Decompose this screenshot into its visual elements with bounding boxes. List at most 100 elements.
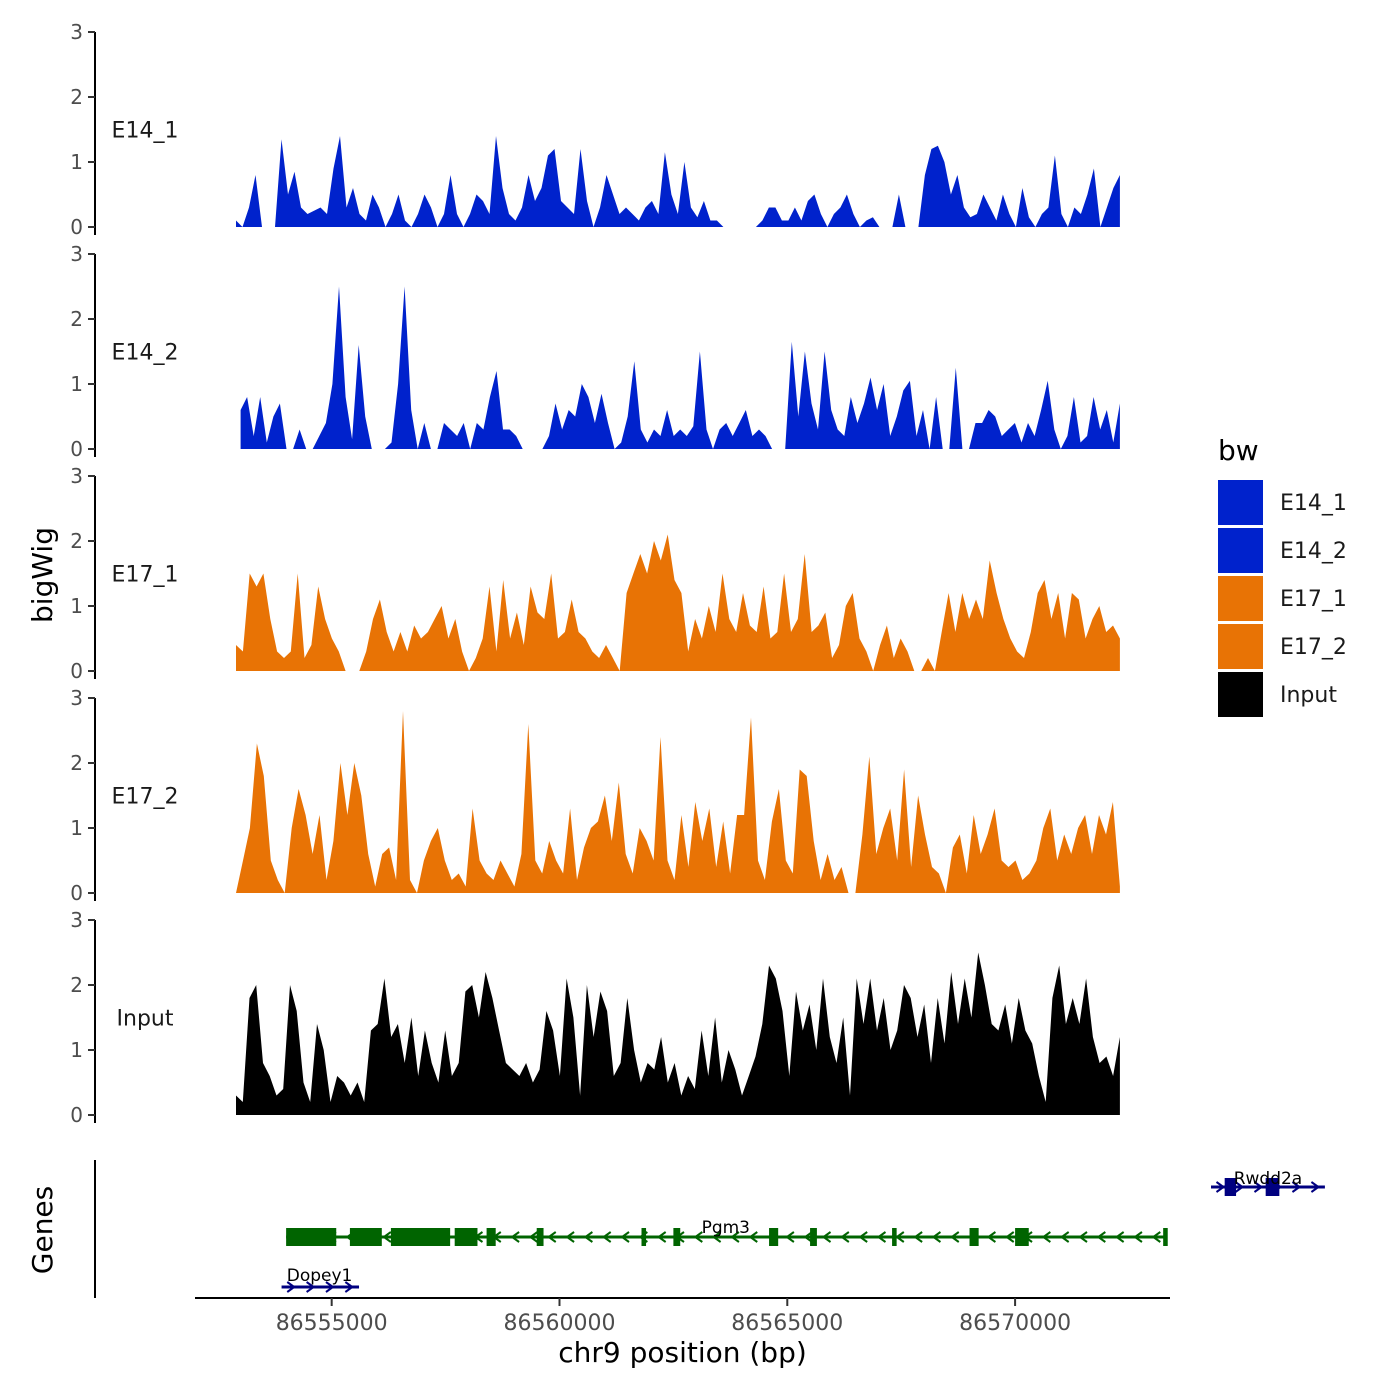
panel-e14-1-y-tick-label: 3 <box>70 20 83 44</box>
panel-input-y-tick-label: 3 <box>70 908 83 932</box>
gene-pgm3-strand-arrow <box>1114 1231 1125 1243</box>
panel-e14-2-strip-label: E14_2 <box>112 341 179 366</box>
gene-pgm3-exon <box>286 1228 337 1246</box>
gene-pgm3-strand-arrow <box>821 1231 832 1243</box>
gene-pgm3-exon <box>454 1228 478 1246</box>
gene-pgm3-exon <box>673 1228 681 1246</box>
legend-title: bw <box>1218 434 1259 467</box>
gene-pgm3-exon <box>536 1228 544 1246</box>
gene-pgm3-strand-arrow <box>1041 1231 1051 1243</box>
gene-rwdd2a-strand-arrow <box>1253 1181 1264 1193</box>
area-series-e17-2 <box>236 711 1120 893</box>
gene-pgm3-exon <box>1015 1228 1029 1246</box>
panel-e14-2-y-tick-label: 0 <box>70 437 83 461</box>
panel-e14-2-y-tick-label: 1 <box>70 372 83 396</box>
gene-pgm3-strand-arrow <box>601 1231 612 1243</box>
gene-rwdd2a-exon <box>1265 1178 1280 1196</box>
legend-label-e14-2: E14_2 <box>1280 539 1347 564</box>
gene-rwdd2a-strand-arrow <box>1215 1181 1226 1193</box>
gene-pgm3-strand-arrow <box>693 1231 703 1243</box>
legend-label-input: Input <box>1280 683 1337 708</box>
gene-track-title: Genes <box>26 1186 59 1274</box>
legend-swatch-e17-1 <box>1218 576 1263 621</box>
gene-rwdd2a-label: Rwdd2a <box>1234 1169 1303 1189</box>
gene-pgm3-label: Pgm3 <box>702 1218 750 1238</box>
legend-label-e17-1: E17_1 <box>1280 587 1347 612</box>
gene-pgm3-exon <box>969 1228 979 1246</box>
panel-e14-1-strip-label: E14_1 <box>112 119 179 144</box>
panel-e17-1-y-tick-label: 3 <box>70 464 83 488</box>
area-series-e17-1 <box>236 534 1120 671</box>
gene-pgm3-strand-arrow <box>1005 1231 1015 1243</box>
gene-pgm3-strand-arrow <box>748 1231 758 1243</box>
panel-e17-1-y-tick-label: 0 <box>70 659 83 683</box>
panel-e17-1-y-tick-label: 1 <box>70 594 83 618</box>
gene-pgm3-strand-arrow <box>931 1231 942 1243</box>
panel-e17-2-y-tick-label: 0 <box>70 881 83 905</box>
gene-pgm3-strand-arrow <box>583 1231 593 1243</box>
x-tick-label: 86560000 <box>503 1311 615 1336</box>
gene-pgm3-exon <box>1163 1228 1168 1246</box>
area-series-input <box>236 952 1120 1115</box>
panel-e14-2-y-tick-label: 3 <box>70 242 83 266</box>
gene-pgm3-strand-arrow <box>730 1231 740 1243</box>
gene-pgm3-strand-arrow <box>1059 1231 1070 1243</box>
gene-dopey1-label: Dopey1 <box>287 1266 353 1286</box>
panel-e14-1-y-tick-label: 1 <box>70 150 83 174</box>
panel-input-y-tick-label: 1 <box>70 1038 83 1062</box>
gene-pgm3-strand-arrow <box>510 1231 520 1243</box>
gene-pgm3-strand-arrow <box>803 1231 813 1243</box>
gene-pgm3-exon <box>810 1228 817 1246</box>
panel-e17-2-strip-label: E17_2 <box>112 785 179 810</box>
gene-pgm3-exon <box>641 1228 647 1246</box>
panel-e17-2-y-tick-label: 2 <box>70 751 83 775</box>
gene-pgm3-exon <box>486 1228 496 1246</box>
gene-pgm3-exon <box>769 1228 779 1246</box>
gene-pgm3-strand-arrow <box>876 1231 887 1243</box>
panel-input-strip-label: Input <box>117 1007 174 1032</box>
y-axis-title: bigWig <box>26 527 59 623</box>
gene-pgm3-strand-arrow <box>1151 1231 1161 1243</box>
x-tick-label: 86570000 <box>959 1311 1071 1336</box>
gene-pgm3-strand-arrow <box>547 1231 557 1243</box>
panel-e14-1-y-tick-label: 2 <box>70 85 83 109</box>
gene-dopey1-strand-arrow <box>286 1281 296 1293</box>
gene-pgm3-strand-arrow <box>895 1231 905 1243</box>
legend-label-e17-2: E17_2 <box>1280 635 1347 660</box>
legend-swatch-e17-2 <box>1218 624 1263 669</box>
gene-pgm3-strand-arrow <box>565 1231 575 1243</box>
gene-pgm3-strand-arrow <box>528 1231 539 1243</box>
gene-pgm3-exon <box>892 1228 897 1246</box>
gene-pgm3-strand-arrow <box>858 1231 868 1243</box>
panel-e17-2-y-tick-label: 3 <box>70 686 83 710</box>
gene-rwdd2a-strand-arrow <box>1291 1181 1302 1193</box>
x-axis-title: chr9 position (bp) <box>558 1336 807 1369</box>
gene-pgm3-strand-arrow <box>840 1231 850 1243</box>
panel-e14-2-y-tick-label: 2 <box>70 307 83 331</box>
legend-swatch-e14-1 <box>1218 480 1263 525</box>
gene-rwdd2a-exon <box>1224 1178 1237 1196</box>
gene-dopey1-strand-arrow <box>325 1281 335 1293</box>
gene-pgm3-strand-arrow <box>1133 1231 1143 1243</box>
area-series-e14-2 <box>240 286 1120 449</box>
gene-pgm3-strand-arrow <box>986 1231 996 1243</box>
legend-label-e14-1: E14_1 <box>1280 491 1347 516</box>
gene-pgm3-exon <box>390 1228 451 1246</box>
gene-pgm3-strand-arrow <box>785 1231 795 1243</box>
gene-pgm3-strand-arrow <box>913 1231 923 1243</box>
x-tick-label: 86565000 <box>731 1311 843 1336</box>
panel-e17-1-strip-label: E17_1 <box>112 563 179 588</box>
gene-dopey1-strand-arrow <box>306 1281 316 1293</box>
gene-rwdd2a-strand-arrow <box>1310 1181 1321 1193</box>
panel-e17-2-y-tick-label: 1 <box>70 816 83 840</box>
panel-e17-1-y-tick-label: 2 <box>70 529 83 553</box>
gene-pgm3-strand-arrow <box>711 1231 722 1243</box>
gene-pgm3-strand-arrow <box>1078 1231 1088 1243</box>
gene-pgm3-strand-arrow <box>620 1231 630 1243</box>
panel-input-y-tick-label: 0 <box>70 1103 83 1127</box>
legend-swatch-e14-2 <box>1218 528 1263 573</box>
gene-rwdd2a-strand-arrow <box>1234 1181 1245 1193</box>
area-series-e14-1 <box>236 136 1120 227</box>
